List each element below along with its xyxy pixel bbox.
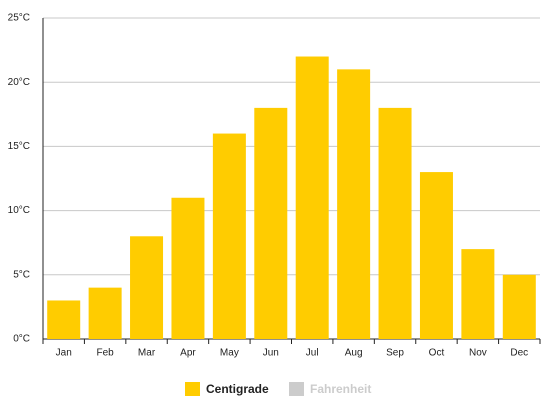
bar — [295, 56, 329, 340]
bar — [378, 107, 412, 339]
x-tick-label: May — [220, 348, 239, 359]
x-tick-label: Jul — [306, 348, 319, 359]
legend-label[interactable]: Centigrade — [206, 382, 269, 396]
x-tick-label: Mar — [138, 348, 156, 359]
x-tick-label: Jun — [263, 348, 279, 359]
x-tick-label: Apr — [180, 348, 196, 359]
x-tick-label: Dec — [510, 348, 528, 359]
y-tick-label: 20°C — [8, 77, 30, 88]
bar — [88, 287, 122, 339]
bar — [419, 172, 453, 339]
bar — [502, 274, 536, 339]
x-tick-label: Aug — [345, 348, 363, 359]
bar — [461, 249, 495, 339]
x-tick-label: Oct — [429, 348, 445, 359]
y-tick-label: 5°C — [13, 269, 30, 280]
legend-swatch[interactable] — [185, 382, 200, 396]
x-tick-label: Sep — [386, 348, 404, 359]
y-tick-label: 15°C — [8, 141, 30, 152]
bar — [337, 69, 371, 340]
bar — [212, 133, 246, 339]
legend-swatch[interactable] — [289, 382, 304, 396]
y-tick-label: 25°C — [8, 13, 30, 24]
bar — [171, 197, 205, 339]
x-tick-label: Jan — [56, 348, 72, 359]
y-tick-label: 10°C — [8, 205, 30, 216]
bar — [254, 107, 288, 339]
x-tick-label: Nov — [469, 348, 487, 359]
y-tick-label: 0°C — [13, 334, 30, 345]
bar — [47, 300, 81, 339]
x-tick-label: Feb — [97, 348, 115, 359]
legend-label[interactable]: Fahrenheit — [310, 382, 371, 396]
bar — [130, 236, 164, 339]
